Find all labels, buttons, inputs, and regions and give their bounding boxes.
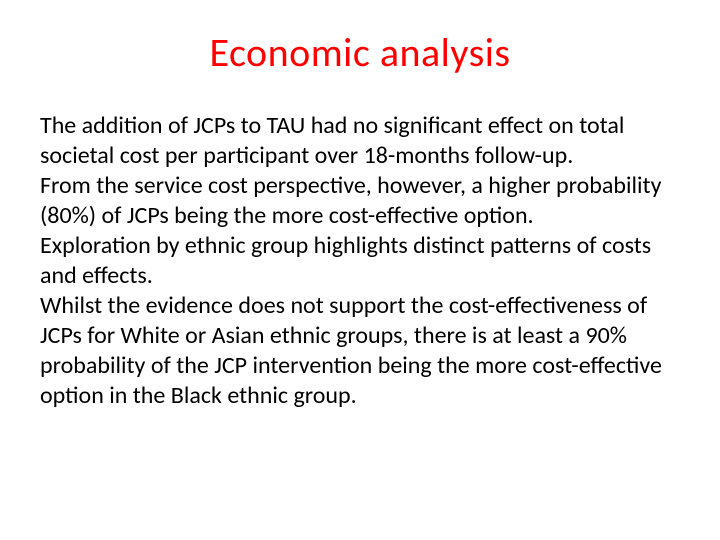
- body-paragraph: The addition of JCPs to TAU had no signi…: [40, 111, 680, 171]
- slide-body: The addition of JCPs to TAU had no signi…: [40, 111, 680, 411]
- slide-title: Economic analysis: [40, 28, 680, 77]
- body-paragraph: Exploration by ethnic group highlights d…: [40, 231, 680, 291]
- body-paragraph: Whilst the evidence does not support the…: [40, 291, 680, 411]
- slide: Economic analysis The addition of JCPs t…: [0, 0, 720, 540]
- body-paragraph: From the service cost perspective, howev…: [40, 171, 680, 231]
